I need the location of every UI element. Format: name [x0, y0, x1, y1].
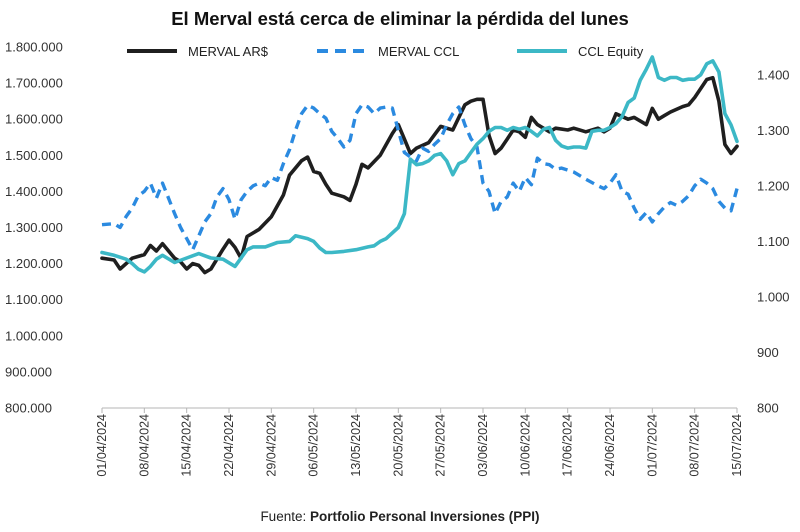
legend-label: MERVAL CCL: [378, 44, 459, 59]
x-tick-label: 08/07/2024: [688, 414, 702, 477]
y-right-tick-label: 800: [757, 401, 779, 416]
chart-title: El Merval está cerca de eliminar la pérd…: [171, 8, 629, 29]
x-tick-label: 20/05/2024: [391, 414, 405, 477]
y-left-tick-label: 1.500.000: [5, 148, 63, 163]
y-right-tick-label: 1.400: [757, 67, 790, 82]
x-tick-label: 03/06/2024: [476, 414, 490, 477]
legend-label: CCL Equity: [578, 44, 644, 59]
source-name: Portfolio Personal Inversiones (PPI): [309, 509, 540, 524]
y-left-tick-label: 800.000: [5, 401, 52, 416]
y-left-tick-label: 1.400.000: [5, 184, 63, 199]
y-right-tick-label: 1.100: [757, 234, 790, 249]
y-right-tick-label: 1.300: [757, 123, 790, 138]
x-tick-label: 22/04/2024: [222, 414, 236, 477]
chart-source: Fuente: Portfolio Personal Inversiones (…: [0, 509, 800, 524]
y-right-tick-label: 1.000: [757, 289, 790, 304]
x-tick-label: 29/04/2024: [264, 414, 278, 477]
legend-label: MERVAL AR$: [188, 44, 269, 59]
series-line-merval-ar: [100, 75, 739, 275]
series-line-merval-ccl: [101, 103, 739, 252]
y-left-tick-label: 900.000: [5, 364, 52, 379]
x-tick-label: 17/06/2024: [561, 414, 575, 477]
x-tick-label: 15/04/2024: [180, 414, 194, 477]
y-left-tick-label: 1.100.000: [5, 292, 63, 307]
x-tick-label: 13/05/2024: [349, 414, 363, 477]
x-tick-label: 01/04/2024: [95, 414, 109, 477]
y-left-tick-label: 1.700.000: [5, 76, 63, 91]
x-tick-label: 15/07/2024: [730, 414, 744, 477]
y-right-tick-label: 900: [757, 345, 779, 360]
x-tick-label: 06/05/2024: [307, 414, 321, 477]
x-tick-label: 24/06/2024: [603, 414, 617, 477]
y-right-tick-label: 1.200: [757, 178, 790, 193]
source-prefix: Fuente:: [260, 509, 307, 524]
x-tick-label: 08/04/2024: [137, 414, 151, 477]
y-left-tick-label: 1.800.000: [5, 40, 63, 55]
y-left-tick-label: 1.000.000: [5, 328, 63, 343]
y-left-tick-label: 1.300.000: [5, 220, 63, 235]
y-left-tick-label: 1.600.000: [5, 112, 63, 127]
y-left-tick-label: 1.200.000: [5, 256, 63, 271]
x-tick-label: 27/05/2024: [434, 414, 448, 477]
series-line-ccl-equity: [100, 55, 739, 274]
x-tick-label: 01/07/2024: [645, 414, 659, 477]
x-tick-label: 10/06/2024: [518, 414, 532, 477]
